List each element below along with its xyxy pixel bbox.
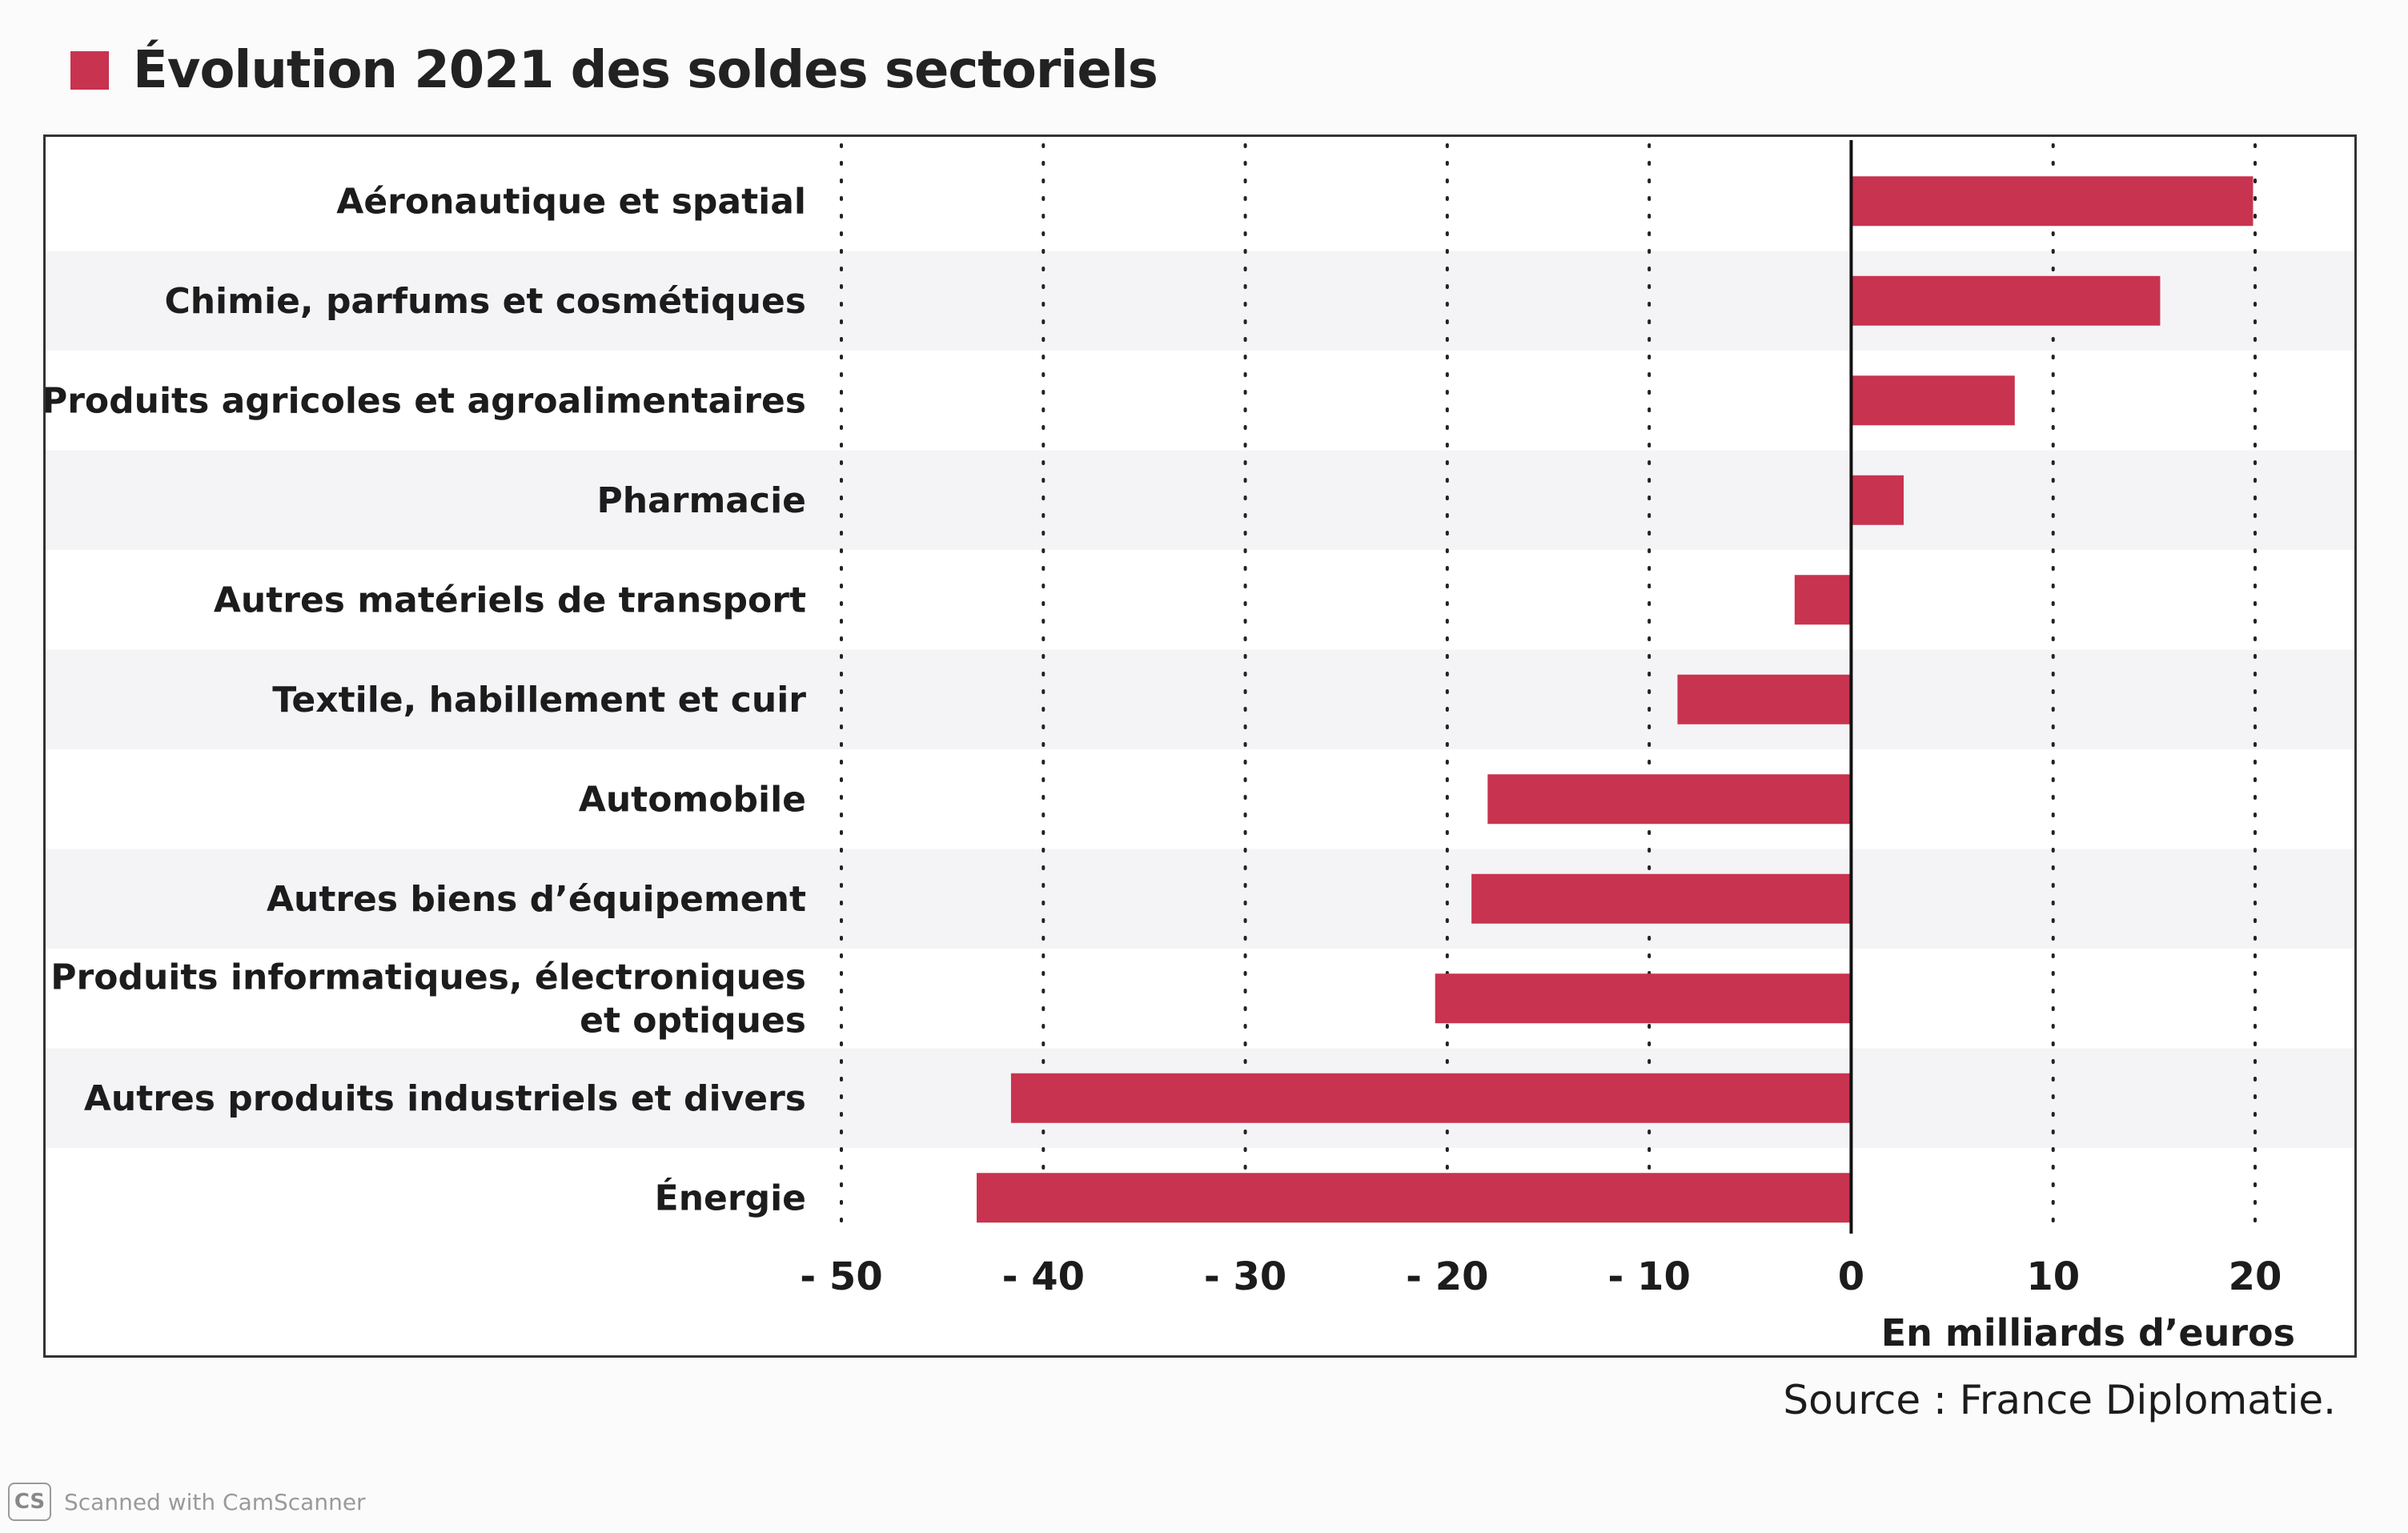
- bar: [1677, 674, 1852, 724]
- bar: [977, 1173, 1852, 1223]
- row-band: [46, 849, 2354, 949]
- bar: [1794, 575, 1852, 625]
- category-label: Produits informatiques, électroniques: [50, 957, 806, 997]
- category-label: Autres produits industriels et divers: [84, 1078, 806, 1119]
- category-label: Autres matériels de transport: [214, 580, 806, 620]
- row-band: [46, 649, 2354, 749]
- chart-header: Évolution 2021 des soldes sectoriels: [70, 30, 1158, 110]
- category-label: et optiques: [580, 1000, 806, 1041]
- tick-layer: - 50 - 40 - 30 - 20 - 10 0 10 20 En milliards d’…: [800, 1254, 2295, 1354]
- x-tick-label: - 10: [1607, 1254, 1690, 1299]
- category-label: Automobile: [579, 779, 806, 820]
- category-label: Textile, habillement et cuir: [272, 680, 806, 720]
- x-tick-label: - 50: [800, 1254, 882, 1299]
- chart-title: Évolution 2021 des soldes sectoriels: [133, 41, 1158, 100]
- bar: [1010, 1073, 1852, 1123]
- title-marker-square-icon: [70, 51, 109, 90]
- category-label: Aéronautique et spatial: [336, 181, 806, 222]
- bar: [1851, 176, 2253, 227]
- x-tick-label: 0: [1838, 1254, 1864, 1299]
- category-label: Énergie: [655, 1176, 806, 1218]
- label-layer: Aéronautique et spatial Chimie, parfums e…: [46, 181, 806, 1218]
- row-band: [46, 450, 2354, 550]
- bar: [1487, 774, 1852, 825]
- bar: [1851, 475, 1904, 525]
- x-tick-label: 20: [2229, 1254, 2282, 1299]
- watermark-text: Scanned with CamScanner: [64, 1488, 366, 1515]
- x-tick-label: 10: [2026, 1254, 2080, 1299]
- category-label: Autres biens d’équipement: [267, 879, 806, 920]
- x-tick-label: - 20: [1406, 1254, 1488, 1299]
- category-label: Chimie, parfums et cosmétiques: [164, 281, 806, 322]
- bar: [1471, 873, 1852, 924]
- x-axis-label: En milliards d’euros: [1881, 1311, 2295, 1354]
- bar: [1851, 275, 2161, 326]
- category-label: Pharmacie: [596, 480, 806, 521]
- bar-chart: Aéronautique et spatial Chimie, parfums e…: [46, 140, 2354, 1354]
- chart-frame: Aéronautique et spatial Chimie, parfums e…: [43, 134, 2357, 1358]
- bar: [1435, 973, 1852, 1024]
- x-tick-label: - 30: [1204, 1254, 1286, 1299]
- scanner-watermark: CS Scanned with CamScanner: [8, 1483, 366, 1521]
- source-note: Source : France Diplomatie.: [1783, 1377, 2336, 1423]
- bar: [1851, 375, 2015, 426]
- x-tick-label: - 40: [1002, 1254, 1085, 1299]
- bar-layer: [977, 140, 2253, 1234]
- category-label: Produits agricoles et agroalimentaires: [46, 380, 806, 421]
- camscanner-logo-icon: CS: [8, 1483, 51, 1521]
